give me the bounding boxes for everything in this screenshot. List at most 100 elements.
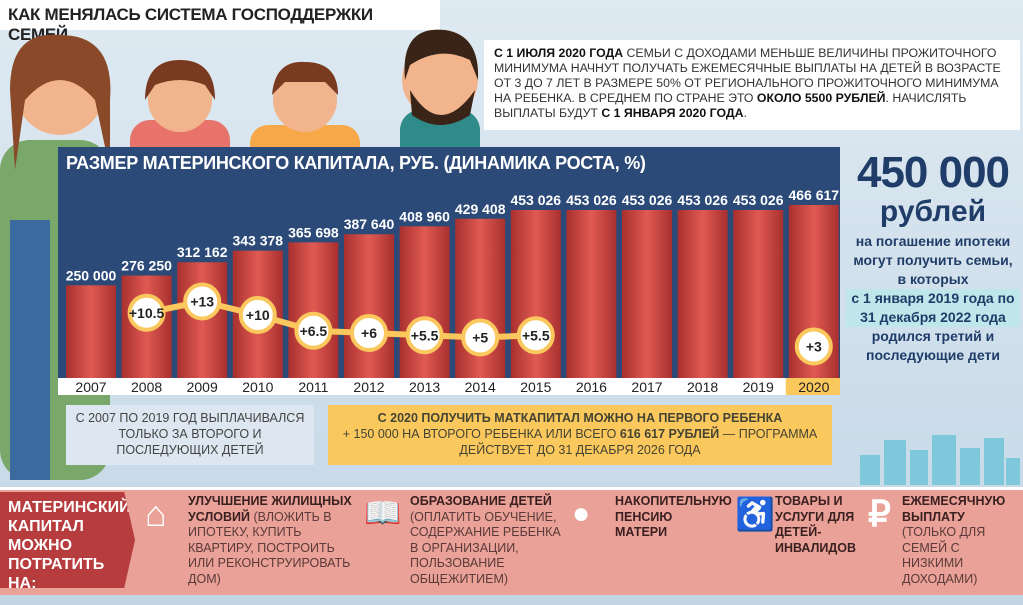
growth-label-2020: +3 <box>806 339 822 355</box>
mortgage-text: на погашение ипотеки могут получить семь… <box>853 233 1013 287</box>
spending-options-strip <box>0 487 1023 595</box>
bar-2012 <box>344 234 394 378</box>
note-before-2020: С 2007 ПО 2019 ГОД ВЫПЛАЧИВАЛСЯ ТОЛЬКО З… <box>66 405 314 465</box>
growth-marker-2009 <box>183 282 222 321</box>
value-label-2017: 453 026 <box>622 192 673 208</box>
bar-2016 <box>566 210 617 378</box>
spending-label: МАТЕРИНСКИЙ КАПИТАЛ МОЖНО ПОТРАТИТЬ НА: <box>0 492 135 588</box>
mortgage-period: с 1 января 2019 года по 31 декабря 2022 … <box>846 289 1020 327</box>
year-label-2007: 2007 <box>75 379 106 395</box>
notice-text-2: . НАЧИСЛЯТЬ ВЫПЛАТЫ БУДУТ <box>494 91 967 120</box>
ruble-icon: ₽ <box>868 493 891 534</box>
bar-2019 <box>733 210 784 378</box>
year-label-2018: 2018 <box>687 379 718 395</box>
bar-2013 <box>399 226 450 378</box>
bar-2011 <box>288 242 339 378</box>
item-title: ЕЖЕМЕСЯЧНУЮ ВЫПЛАТУ <box>902 494 1006 524</box>
item-title: НАКОПИТЕЛЬНУЮ ПЕНСИЮ МАТЕРИ <box>615 494 732 539</box>
item-text: (ВЛОЖИТЬ В ИПОТЕКУ, КУПИТЬ КВАРТИРУ, ПОС… <box>188 509 351 586</box>
bar-2018 <box>677 210 728 378</box>
value-label-2015: 453 026 <box>510 192 561 208</box>
value-label-2007: 250 000 <box>66 267 117 283</box>
growth-label-2013: +5.5 <box>411 327 439 343</box>
page-title: КАК МЕНЯЛАСЬ СИСТЕМА ГОСПОДДЕРЖКИ СЕМЕЙ <box>0 0 440 44</box>
growth-label-2008: +10.5 <box>129 305 165 321</box>
spending-item-disabled-children: ТОВАРЫ И УСЛУГИ ДЛЯ ДЕТЕЙ-ИНВАЛИДОВ <box>775 494 865 556</box>
year-label-2016: 2016 <box>576 379 607 395</box>
spending-item-education: ОБРАЗОВАНИЕ ДЕТЕЙ (ОПЛАТИТЬ ОБУЧЕНИЕ, СО… <box>410 494 570 587</box>
book-icon: 📖 <box>364 497 402 530</box>
value-label-2011: 365 698 <box>288 224 339 240</box>
city-skyline-illustration <box>860 435 1020 485</box>
spending-item-housing: УЛУЧШЕНИЕ ЖИЛИЩНЫХ УСЛОВИЙ (ВЛОЖИТЬ В ИП… <box>188 494 363 587</box>
year-label-2012: 2012 <box>353 379 384 395</box>
value-label-2016: 453 026 <box>566 192 617 208</box>
year-label-2010: 2010 <box>242 379 273 395</box>
growth-label-2012: +6 <box>361 325 377 341</box>
house-icon: ⌂ <box>145 493 167 534</box>
piggy-bank-icon: ● <box>572 497 591 530</box>
value-label-2014: 429 408 <box>455 201 506 217</box>
value-label-2019: 453 026 <box>733 192 784 208</box>
year-label-2015: 2015 <box>520 379 551 395</box>
mortgage-info: 450 000 рублей на погашение ипотеки могу… <box>846 148 1020 365</box>
growth-label-2014: +5 <box>472 330 488 346</box>
growth-marker-2013 <box>405 316 444 355</box>
item-title: ТОВАРЫ И УСЛУГИ ДЛЯ ДЕТЕЙ-ИНВАЛИДОВ <box>775 494 857 555</box>
note-heading: С 2020 ПОЛУЧИТЬ МАТКАПИТАЛ МОЖНО НА ПЕРВ… <box>377 411 783 425</box>
year-label-2014: 2014 <box>465 379 496 395</box>
bar-chart: 250 000 2007 276 250 2008 312 162 2009 343 378… <box>58 187 840 395</box>
notice-text: СЕМЬИ С ДОХОДАМИ МЕНЬШЕ ВЕЛИЧИНЫ ПРОЖИТО… <box>494 46 1001 105</box>
year-label-2011: 2011 <box>298 379 328 395</box>
year-label-2017: 2017 <box>631 379 662 395</box>
family-illustration <box>0 29 480 480</box>
bar-2007 <box>66 285 116 378</box>
notice-end: . <box>743 106 747 120</box>
note-text-2: — ПРОГРАММА ДЕЙСТВУЕТ ДО 31 ДЕКАБРЯ 2026… <box>459 427 818 457</box>
year-axis-strip <box>58 378 840 395</box>
year-label-2013: 2013 <box>409 379 440 395</box>
note-text: + 150 000 НА ВТОРОГО РЕБЕНКА ИЛИ ВСЕГО <box>342 427 620 441</box>
year-label-2019: 2019 <box>743 379 774 395</box>
item-text: (ОПЛАТИТЬ ОБУЧЕНИЕ, СОДЕРЖАНИЕ РЕБЕНКА В… <box>410 509 561 586</box>
year-label-2020: 2020 <box>798 379 829 395</box>
note-total: 616 617 РУБЛЕЙ <box>619 427 720 441</box>
item-title: ОБРАЗОВАНИЕ ДЕТЕЙ <box>410 494 552 508</box>
growth-marker-2010 <box>238 296 277 334</box>
year-label-2008: 2008 <box>131 379 162 395</box>
growth-marker-2020 <box>794 327 833 366</box>
value-label-2010: 343 378 <box>232 233 283 249</box>
note-from-2020: С 2020 ПОЛУЧИТЬ МАТКАПИТАЛ МОЖНО НА ПЕРВ… <box>328 405 832 465</box>
mortgage-condition: родился третий и последующие дети <box>866 328 1000 363</box>
notice-start-date: С 1 ЯНВАРЯ 2020 ГОДА <box>601 106 744 120</box>
value-label-2012: 387 640 <box>344 216 395 232</box>
value-label-2020: 466 617 <box>788 187 839 203</box>
mortgage-unit: рублей <box>879 195 987 228</box>
chart-title: РАЗМЕР МАТЕРИНСКОГО КАПИТАЛА, РУБ. (ДИНА… <box>66 153 646 173</box>
value-label-2018: 453 026 <box>677 192 728 208</box>
item-title: УЛУЧШЕНИЕ ЖИЛИЩНЫХ УСЛОВИЙ <box>188 494 352 524</box>
spending-item-monthly-payment: ЕЖЕМЕСЯЧНУЮ ВЫПЛАТУ (ТОЛЬКО ДЛЯ СЕМЕЙ С … <box>902 494 1007 587</box>
growth-marker-2015 <box>516 316 555 355</box>
value-label-2013: 408 960 <box>399 208 450 224</box>
item-text: (ТОЛЬКО ДЛЯ СЕМЕЙ С НИЗКИМИ ДОХОДАМИ) <box>902 525 986 586</box>
highlight-year-bg <box>785 378 840 395</box>
growth-label-2015: +5.5 <box>522 327 550 343</box>
mortgage-amount: 450 000 <box>856 148 1010 197</box>
notice-box: С 1 ИЮЛЯ 2020 ГОДА СЕМЬИ С ДОХОДАМИ МЕНЬ… <box>484 40 1020 130</box>
growth-marker-2008 <box>127 293 166 332</box>
spending-item-pension: НАКОПИТЕЛЬНУЮ ПЕНСИЮ МАТЕРИ <box>615 494 732 541</box>
growth-label-2010: +10 <box>246 307 270 323</box>
year-label-2009: 2009 <box>187 379 218 395</box>
bar-2017 <box>622 210 672 378</box>
growth-marker-2011 <box>294 311 333 350</box>
growth-marker-2014 <box>461 318 500 357</box>
notice-date: С 1 ИЮЛЯ 2020 ГОДА <box>494 46 624 60</box>
growth-marker-2012 <box>350 314 388 352</box>
growth-label-2009: +13 <box>190 294 214 310</box>
wheelchair-icon: ♿ <box>735 496 775 532</box>
growth-label-2011: +6.5 <box>300 323 328 339</box>
value-label-2008: 276 250 <box>121 258 172 274</box>
value-label-2009: 312 162 <box>177 244 228 260</box>
notice-amount: ОКОЛО 5500 РУБЛЕЙ <box>756 91 886 105</box>
